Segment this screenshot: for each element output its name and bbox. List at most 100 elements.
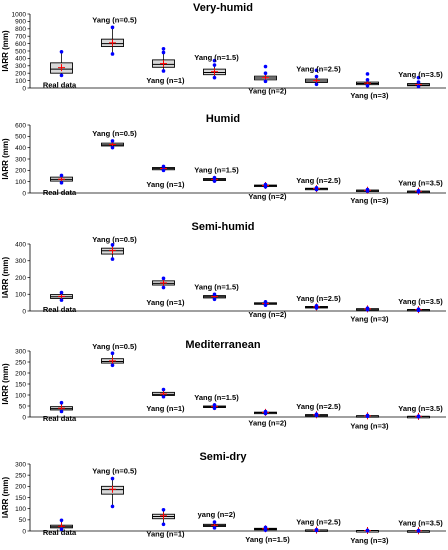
whisker-point	[416, 188, 421, 193]
whisker-point	[110, 139, 115, 143]
box-0: Real data	[43, 518, 77, 537]
category-label: Yang (n=1)	[146, 76, 185, 85]
outlier-point	[212, 58, 217, 63]
category-label: Yang (n=1.5)	[194, 393, 239, 402]
whisker-point	[212, 292, 217, 297]
whisker-point	[365, 83, 370, 88]
y-tick-label: 800	[15, 26, 26, 33]
whisker-point	[161, 50, 166, 55]
box-3: Yang (n=1.5)	[194, 53, 239, 80]
category-label: Yang (n=1.5)	[194, 282, 239, 291]
whisker-point	[161, 522, 166, 527]
category-label: Yang (n=2)	[248, 192, 287, 201]
y-tick-label: 300	[15, 258, 26, 265]
whisker-point	[161, 387, 166, 392]
category-label: Yang (n=0.5)	[92, 15, 137, 24]
category-label: Yang (n=3)	[350, 536, 389, 545]
whisker-point	[365, 187, 370, 192]
y-tick-label: 0	[22, 85, 26, 92]
whisker-point	[263, 409, 268, 414]
whisker-point	[212, 406, 217, 411]
category-label: Yang (n=3.5)	[398, 179, 443, 188]
y-tick-label: 500	[15, 134, 26, 141]
whisker-point	[263, 71, 268, 75]
whisker-point	[416, 80, 421, 84]
y-tick-label: 100	[15, 78, 26, 85]
whisker-point	[416, 528, 421, 533]
category-label: Yang (n=0.5)	[92, 467, 137, 476]
box-2: Yang (n=1)	[146, 46, 185, 85]
y-tick-label: 150	[15, 495, 26, 502]
whisker-point	[365, 306, 370, 310]
category-label: Yang (n=1)	[146, 298, 185, 307]
box-0: Real data	[43, 400, 77, 423]
box-7: Yang (n=3.5)	[398, 404, 443, 420]
y-tick-label: 0	[22, 190, 26, 197]
y-tick-label: 0	[22, 308, 26, 315]
whisker-point	[314, 304, 319, 308]
whisker-point	[110, 52, 115, 56]
box-2: Yang (n=1)	[146, 276, 185, 307]
whisker-point	[365, 413, 370, 418]
box-3: yang (n=2)	[198, 510, 236, 530]
category-label: Real data	[43, 414, 77, 423]
whisker-point	[59, 49, 64, 54]
y-tick-label: 300	[15, 63, 26, 70]
panel-title: Semi-humid	[192, 221, 255, 233]
whisker-point	[59, 298, 64, 302]
panel-2: Semi-humid IARR (mm) 0 100 200 300 400 Real dat…	[1, 221, 446, 324]
box-7: Yang (n=3.5)	[398, 70, 443, 89]
box-6: Yang (n=3)	[350, 72, 389, 100]
whisker-point	[110, 243, 115, 247]
category-label: Yang (n=3)	[350, 196, 389, 205]
category-label: Yang (n=0.5)	[92, 235, 137, 244]
category-label: yang (n=2)	[198, 510, 236, 519]
y-tick-label: 100	[15, 392, 26, 399]
box-4: Yang (n=2)	[248, 299, 287, 319]
box-2: Yang (n=1)	[146, 387, 185, 413]
whisker-point	[59, 73, 64, 78]
whisker-point	[314, 412, 319, 416]
whisker-point	[59, 409, 64, 414]
category-label: Yang (n=1)	[146, 404, 185, 413]
whisker-point	[212, 63, 217, 67]
box-7: Yang (n=3.5)	[398, 179, 443, 195]
y-tick-label: 200	[15, 370, 26, 377]
box-3: Yang (n=1.5)	[194, 282, 239, 302]
category-label: Yang (n=3.5)	[398, 519, 443, 528]
whisker-point	[161, 168, 166, 173]
outlier-point	[161, 46, 166, 51]
panel-title: Humid	[206, 113, 240, 125]
box-1: Yang (n=0.5)	[92, 467, 137, 509]
whisker-point	[161, 69, 166, 73]
y-tick-label: 250	[15, 472, 26, 479]
category-label: Yang (n=3)	[350, 91, 389, 100]
whisker-point	[110, 257, 115, 261]
y-tick-label: 200	[15, 484, 26, 491]
category-label: Real data	[43, 80, 77, 89]
y-tick-label: 50	[19, 403, 27, 410]
whisker-point	[416, 307, 421, 311]
y-tick-label: 400	[15, 241, 26, 248]
y-axis-label: IARR (mm)	[1, 257, 10, 299]
category-label: Real data	[43, 528, 77, 537]
box-6: Yang (n=3)	[350, 305, 389, 324]
whisker-point	[416, 84, 421, 89]
category-label: Real data	[43, 188, 77, 197]
y-tick-label: 700	[15, 34, 26, 41]
whisker-point	[263, 303, 268, 307]
box-1: Yang (n=0.5)	[92, 235, 137, 261]
whisker-point	[110, 25, 115, 30]
whisker-point	[212, 175, 217, 180]
y-tick-label: 600	[15, 41, 26, 48]
box-5: Yang (n=2.5)	[296, 176, 341, 193]
y-tick-label: 0	[22, 528, 26, 535]
whisker-point	[161, 276, 166, 281]
y-axis-label: IARR (mm)	[1, 363, 10, 405]
outlier-point	[314, 68, 319, 73]
whisker-point	[161, 164, 166, 169]
y-tick-label: 150	[15, 381, 26, 388]
category-label: Yang (n=2.5)	[296, 294, 341, 303]
whisker-point	[212, 179, 217, 183]
